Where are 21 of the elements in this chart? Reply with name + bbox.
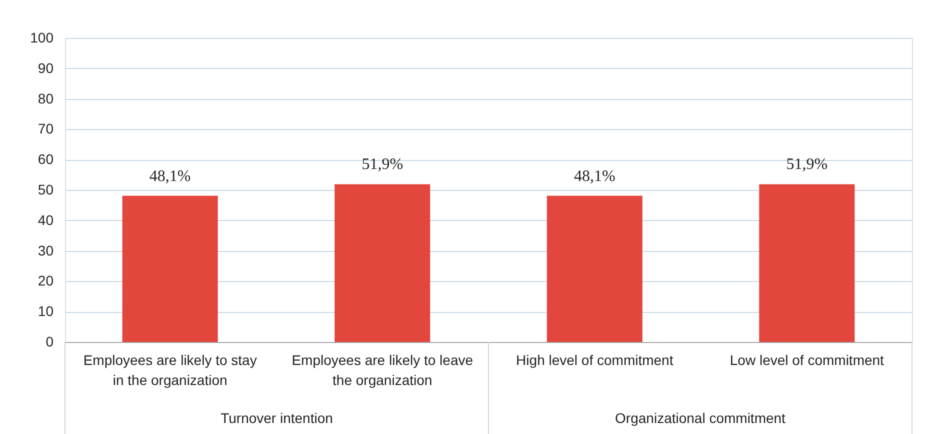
x-tick-label: Employees are likely to stay in the organization — [83, 352, 257, 388]
y-tick-label: 0 — [46, 334, 54, 350]
text: Turnover intention — [220, 410, 333, 426]
y-tick-label: 100 — [30, 30, 54, 46]
y-tick-label: 30 — [38, 242, 54, 258]
data-label: 48,1% — [574, 168, 616, 185]
y-tick-label: 10 — [38, 303, 54, 320]
y-tick-label: 70 — [38, 120, 54, 137]
data-label: 51,9% — [362, 156, 404, 174]
x-tick-label: Employees are likely to leave the organization — [292, 352, 474, 388]
data-label: 48,1% — [149, 168, 191, 185]
y-tick-label: 90 — [38, 60, 54, 76]
y-tick-label: 60 — [38, 151, 54, 168]
y-tick-label: 40 — [38, 212, 54, 228]
text: Organizational commitment — [615, 410, 786, 426]
x-tick-label: High level of commitment — [516, 352, 674, 368]
x-tick-label: Low level of commitment — [730, 352, 884, 368]
y-tick-label: 80 — [38, 90, 54, 106]
data-label: 51,9% — [786, 156, 828, 174]
y-tick-label: 50 — [38, 182, 54, 198]
y-tick-label: 20 — [38, 272, 54, 289]
